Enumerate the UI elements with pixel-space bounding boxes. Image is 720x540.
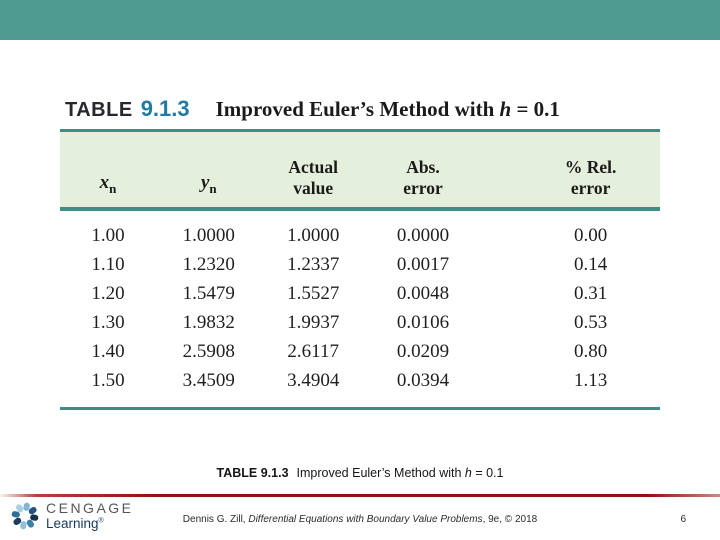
slide-caption: TABLE 9.1.3 Improved Euler’s Method with … [0, 466, 720, 480]
table-cell: 1.10 [91, 253, 125, 275]
cengage-logo: CENGAGE Learning® [10, 501, 134, 531]
figure-title-value: = 0.1 [511, 97, 560, 121]
figure-number: 9.1.3 [140, 96, 190, 121]
table-row: 1.20 1.5479 1.5527 0.0048 0.31 [60, 279, 660, 308]
column-header: % Rel. error [481, 130, 660, 211]
table-cell: 0.0394 [396, 369, 450, 391]
table-cell: 3.4509 [182, 369, 235, 391]
source-citation: Dennis G. Zill, Differential Equations w… [0, 514, 720, 525]
table-cell: 3.4904 [287, 369, 340, 391]
caption-value: = 0.1 [471, 466, 504, 480]
table-header: xn yn Actual value Abs. error% Rel. error [60, 130, 660, 211]
caption-variable: h [464, 466, 472, 480]
table-row: 1.50 3.4509 3.4904 0.0394 1.13 [60, 366, 660, 409]
column-header: Actual value [261, 130, 365, 211]
figure-title-text: Improved Euler’s Method with [215, 97, 500, 121]
citation-author: Dennis G. Zill, [182, 514, 249, 525]
table-cell: 0.31 [573, 282, 608, 304]
caption-label: TABLE 9.1.3 [216, 466, 289, 480]
cengage-pinwheel-icon [11, 502, 39, 530]
footer-divider-line [0, 494, 720, 497]
citation-edition: , 9e, © 2018 [482, 514, 538, 525]
table-cell: 0.0017 [396, 253, 450, 275]
table-row: 1.30 1.9832 1.9937 0.0106 0.53 [60, 308, 660, 337]
figure-main-title: Improved Euler’s Method with h = 0.1 [216, 97, 560, 121]
table-cell: 1.0000 [287, 224, 340, 246]
table-cell: 0.0106 [396, 311, 450, 333]
brand-name: CENGAGE [46, 500, 134, 517]
brand-division-text: Learning [46, 516, 99, 532]
table-cell: 1.00 [91, 224, 125, 246]
table-cell: 1.13 [573, 369, 608, 391]
table-cell: 2.6117 [287, 340, 339, 362]
table-cell: 0.14 [573, 253, 608, 275]
top-accent-bar [0, 0, 720, 40]
table-row: 1.00 1.0000 1.0000 0.0000 0.00 [60, 209, 660, 250]
figure-title: TABLE 9.1.3 Improved Euler’s Method with h… [65, 96, 660, 122]
data-table: xn yn Actual value Abs. error% Rel. error 1.00… [60, 129, 660, 410]
table-cell: 1.0000 [182, 224, 235, 246]
table-cell: 0.0000 [396, 224, 450, 246]
table-head-row: xn yn Actual value Abs. error% Rel. error [60, 130, 660, 211]
caption-text: Improved Euler’s Method with [296, 466, 465, 480]
figure-label: TABLE [65, 99, 133, 121]
table-row: 1.40 2.5908 2.6117 0.0209 0.80 [60, 337, 660, 366]
table-cell: 1.30 [91, 311, 125, 333]
table-row: 1.10 1.2320 1.2337 0.0017 0.14 [60, 250, 660, 279]
table-cell: 1.2337 [287, 253, 340, 275]
table-cell: 0.80 [573, 340, 608, 362]
figure-title-variable: h [499, 97, 512, 121]
table-body: 1.00 1.0000 1.0000 0.0000 0.00 1.10 1.2320 1.23… [60, 209, 660, 409]
table-cell: 0.53 [573, 311, 608, 333]
table-cell: 2.5908 [182, 340, 235, 362]
table-cell: 1.40 [91, 340, 125, 362]
table-cell: 1.50 [91, 369, 125, 391]
column-header: yn [156, 130, 262, 211]
citation-book-title: Differential Equations with Boundary Val… [248, 514, 483, 525]
slide-footer: CENGAGE Learning® Dennis G. Zill, Differ… [0, 498, 720, 540]
table-cell: 0.0048 [396, 282, 450, 304]
table-figure: TABLE 9.1.3 Improved Euler’s Method with h… [60, 96, 660, 410]
registered-mark: ® [98, 517, 104, 525]
column-header: xn [60, 130, 156, 211]
table-cell: 1.9937 [287, 311, 340, 333]
table-cell: 1.9832 [182, 311, 235, 333]
cengage-logo-text: CENGAGE Learning® [46, 501, 134, 531]
table-cell: 1.2320 [182, 253, 235, 275]
table-cell: 1.5479 [182, 282, 235, 304]
column-header: Abs. error [364, 130, 482, 211]
brand-division: Learning® [46, 517, 134, 531]
table-cell: 0.00 [573, 224, 608, 246]
table-cell: 1.5527 [287, 282, 340, 304]
page-number: 6 [680, 514, 686, 525]
table-cell: 1.20 [91, 282, 125, 304]
table-cell: 0.0209 [396, 340, 450, 362]
